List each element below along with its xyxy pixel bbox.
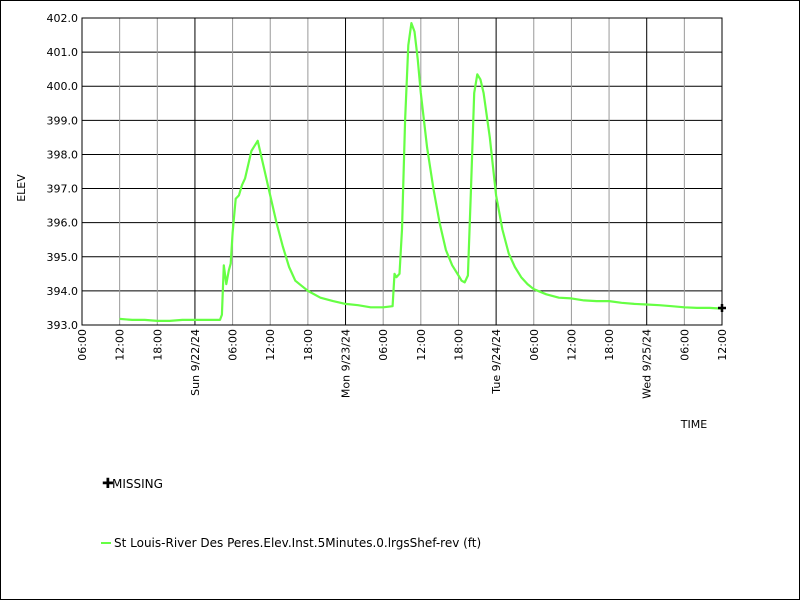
legend-series: St Louis-River Des Peres.Elev.Inst.5Minu… (101, 536, 481, 550)
x-tick-label: 18:00 (603, 329, 616, 361)
x-axis-label: TIME (680, 418, 707, 431)
legend-series-swatch (101, 542, 111, 544)
plot-border (81, 17, 723, 326)
y-tick-label: 393.0 (47, 319, 79, 332)
legend-missing-label: MISSING (112, 477, 163, 491)
x-tick-label: 12:00 (114, 329, 127, 361)
series-layer (119, 22, 723, 322)
y-tick-label: 395.0 (47, 251, 79, 264)
missing-marker-icon: ✚ (102, 476, 114, 492)
y-tick-label: 394.0 (47, 285, 79, 298)
missing-point-marker (718, 303, 726, 312)
x-tick-label: 18:00 (302, 329, 315, 361)
x-tick-label: Sun 9/22/24 (189, 329, 202, 396)
x-tick-label: 12:00 (415, 329, 428, 361)
x-tick-label: 18:00 (452, 329, 465, 361)
grid-layer (81, 17, 723, 326)
x-tick-label: Tue 9/24/24 (490, 329, 503, 395)
y-axis-label: ELEV (15, 174, 28, 202)
x-tick-label: 06:00 (227, 329, 240, 361)
y-tick-label: 402.0 (47, 12, 79, 25)
x-tick-labels: 06:00 12:00 18:00 Sun 9/22/24 06:00 12:00 18:0… (76, 329, 729, 399)
y-tick-label: 396.0 (47, 217, 79, 230)
y-tick-label: 399.0 (47, 114, 79, 127)
series-line (119, 22, 723, 322)
y-tick-label: 397.0 (47, 183, 79, 196)
x-tick-label: 12:00 (264, 329, 277, 361)
x-tick-label: 12:00 (565, 329, 578, 361)
y-tick-label: 398.0 (47, 148, 79, 161)
y-tick-label: 401.0 (47, 46, 79, 59)
y-tick-labels: 393.0 394.0 395.0 396.0 397.0 398.0 399.0 400.0… (47, 12, 79, 332)
legend-missing: ✚ MISSING (102, 477, 163, 491)
x-tick-label: Mon 9/23/24 (340, 329, 353, 398)
x-tick-label: 12:00 (716, 329, 729, 361)
x-tick-label: 06:00 (377, 329, 390, 361)
missing-points-layer (718, 303, 726, 312)
legend-series-label: St Louis-River Des Peres.Elev.Inst.5Minu… (114, 536, 482, 550)
x-tick-label: 06:00 (76, 329, 89, 361)
x-tick-label: 18:00 (151, 329, 164, 361)
x-tick-label: 06:00 (678, 329, 691, 361)
x-tick-label: 06:00 (528, 329, 541, 361)
x-tick-label: Wed 9/25/24 (641, 329, 654, 399)
y-tick-label: 400.0 (47, 80, 79, 93)
